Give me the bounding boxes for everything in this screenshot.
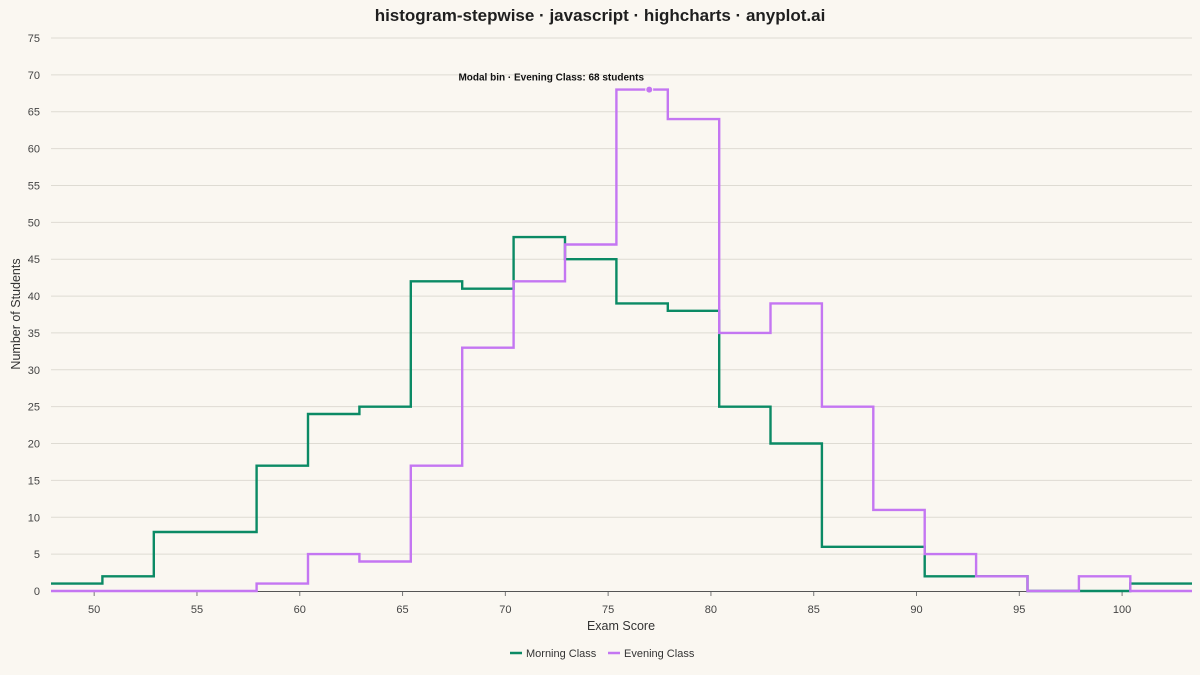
y-tick-label: 15: [28, 475, 40, 487]
x-tick-label: 65: [396, 604, 408, 616]
x-tick-label: 80: [705, 604, 717, 616]
legend-label: Evening Class: [624, 648, 695, 660]
series-line-morning-class[interactable]: [51, 235, 1192, 593]
x-axis-title: Exam Score: [587, 619, 655, 633]
y-tick-label: 0: [34, 586, 40, 598]
y-tick-label: 20: [28, 439, 40, 451]
y-tick-label: 30: [28, 365, 40, 377]
modal-bin-annotation: Modal bin · Evening Class: 68 students: [458, 73, 644, 84]
legend-item-morning-class[interactable]: Morning Class: [510, 648, 597, 660]
y-axis-title: Number of Students: [9, 258, 23, 369]
y-tick-label: 50: [28, 217, 40, 229]
grid-lines: [51, 37, 1192, 555]
y-tick-label: 75: [28, 33, 40, 45]
modal-bin-marker[interactable]: [645, 85, 654, 94]
y-tick-label: 5: [34, 549, 40, 561]
x-tick-label: 50: [88, 604, 100, 616]
x-tick-label: 70: [499, 604, 511, 616]
y-tick-label: 35: [28, 328, 40, 340]
x-tick-label: 95: [1013, 604, 1025, 616]
legend-item-evening-class[interactable]: Evening Class: [608, 648, 695, 660]
x-tick-label: 75: [602, 604, 614, 616]
y-tick-label: 40: [28, 291, 40, 303]
legend[interactable]: Morning Class Evening Class: [510, 648, 695, 660]
legend-label: Morning Class: [526, 648, 597, 660]
y-tick-label: 65: [28, 107, 40, 119]
y-tick-label: 45: [28, 254, 40, 266]
y-tick-label: 55: [28, 180, 40, 192]
x-tick-label: 55: [191, 604, 203, 616]
x-tick-label: 90: [910, 604, 922, 616]
x-axis-ticks: 50 55 60 65 70 75 80 85 90 95 100: [88, 591, 1131, 616]
series-layer: [51, 88, 1192, 593]
x-tick-label: 100: [1113, 604, 1131, 616]
x-tick-label: 60: [294, 604, 306, 616]
y-tick-label: 10: [28, 512, 40, 524]
annotation-layer: Modal bin · Evening Class: 68 students: [458, 73, 654, 94]
y-tick-label: 70: [28, 70, 40, 82]
y-tick-label: 60: [28, 144, 40, 156]
series-line-evening-class[interactable]: [51, 88, 1192, 593]
chart-title: histogram-stepwise · javascript · highch…: [375, 6, 826, 25]
y-tick-label: 25: [28, 402, 40, 414]
y-axis-ticks: 0 5 10 15 20 25 30 35 40 45 50 55 60 65 70 75: [28, 33, 40, 598]
x-tick-label: 85: [808, 604, 820, 616]
